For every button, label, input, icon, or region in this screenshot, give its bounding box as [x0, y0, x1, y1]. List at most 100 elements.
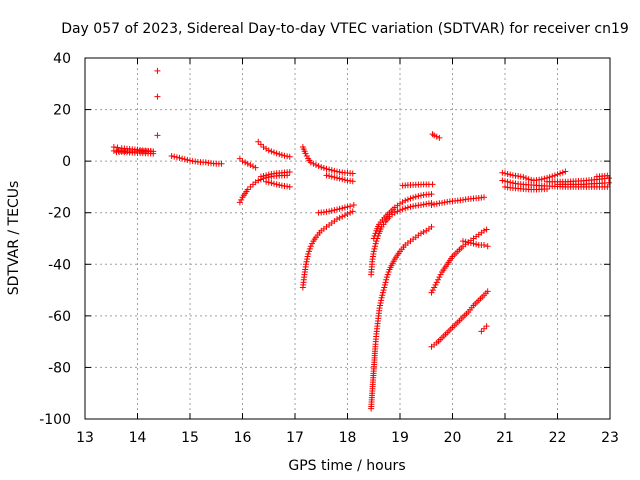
data-point: [310, 160, 317, 167]
data-point: [428, 289, 435, 296]
data-point: [173, 154, 180, 161]
data-point: [481, 194, 487, 201]
data-point: [407, 195, 414, 202]
x-tick-label: 20: [444, 430, 462, 446]
series-arc-8: [299, 143, 356, 177]
data-point: [379, 292, 386, 299]
data-point: [150, 150, 157, 157]
data-point: [372, 230, 379, 237]
grid: [85, 58, 610, 419]
data-point: [184, 156, 191, 163]
data-point: [402, 205, 409, 212]
data-point: [271, 180, 277, 187]
data-point: [465, 239, 472, 246]
data-point: [372, 240, 379, 247]
data-point: [306, 245, 313, 252]
data-point: [507, 179, 514, 186]
data-point: [268, 180, 275, 187]
data-point: [549, 173, 556, 180]
data-point: [302, 150, 309, 157]
data-point: [378, 294, 385, 301]
data-point: [418, 230, 424, 237]
series-isolated: [154, 67, 161, 139]
data-point: [247, 162, 254, 169]
data-point: [250, 163, 256, 170]
data-point: [371, 245, 378, 252]
data-point: [265, 147, 272, 154]
data-point: [334, 168, 340, 175]
data-point: [370, 235, 377, 242]
data-point: [536, 176, 543, 183]
data-point: [268, 148, 275, 155]
y-tick-label: 20: [53, 103, 71, 119]
series-arc-12: [368, 223, 435, 412]
x-tick-label: 22: [549, 430, 567, 446]
data-point: [420, 229, 427, 236]
series-arc-3: [236, 155, 259, 171]
data-point: [257, 141, 264, 148]
data-point: [499, 177, 506, 184]
data-point: [309, 240, 316, 247]
data-point: [544, 185, 550, 192]
x-tick-label: 14: [129, 430, 147, 446]
data-point: [436, 274, 443, 281]
data-point: [554, 171, 561, 178]
data-point: [504, 171, 511, 178]
data-point: [381, 284, 388, 291]
chart-title: Day 057 of 2023, Sidereal Day-to-day VTE…: [61, 21, 629, 37]
series-arc-6: [257, 168, 293, 180]
data-point: [242, 159, 249, 166]
data-point: [432, 281, 439, 288]
data-point: [318, 164, 325, 171]
data-point: [551, 172, 558, 179]
data-point: [307, 243, 314, 250]
data-point: [502, 170, 508, 177]
data-points: [110, 67, 612, 412]
data-point: [239, 158, 246, 165]
data-point: [176, 154, 183, 161]
data-point: [328, 173, 335, 180]
y-axis-label: SDTVAR / TECUs: [6, 181, 22, 296]
data-point: [502, 178, 508, 185]
data-point: [303, 258, 310, 265]
data-point: [504, 178, 511, 185]
data-point: [339, 176, 346, 183]
data-point: [244, 160, 251, 167]
data-point: [341, 204, 348, 211]
data-point: [431, 132, 438, 139]
data-point: [271, 149, 277, 156]
y-tick-label: -40: [48, 257, 71, 273]
data-point: [385, 269, 392, 276]
data-point: [236, 155, 243, 162]
data-point: [336, 175, 343, 182]
data-point: [376, 305, 383, 312]
series-arc-16: [429, 131, 443, 141]
data-point: [402, 197, 409, 204]
x-tick-label: 23: [601, 430, 619, 446]
data-point: [263, 172, 270, 179]
data-point: [238, 196, 245, 203]
x-tick-label: 21: [496, 430, 514, 446]
data-point: [604, 183, 611, 190]
data-point: [273, 150, 280, 157]
series-arc-10: [299, 208, 356, 291]
data-point: [306, 248, 312, 255]
data-point: [303, 152, 310, 159]
data-point: [507, 171, 514, 178]
data-point: [517, 173, 524, 180]
data-point: [347, 203, 354, 210]
data-point: [391, 209, 398, 216]
data-point: [541, 175, 548, 182]
data-point: [418, 201, 424, 208]
data-point: [331, 174, 338, 181]
y-tick-label: -80: [48, 360, 71, 376]
data-point: [328, 167, 335, 174]
y-tick-label: -100: [39, 412, 71, 428]
data-point: [483, 323, 490, 330]
data-point: [339, 213, 346, 220]
data-point: [349, 170, 356, 177]
y-tick-label: -60: [48, 309, 71, 325]
data-point: [344, 203, 351, 210]
data-point: [244, 186, 251, 193]
data-point: [305, 250, 312, 257]
